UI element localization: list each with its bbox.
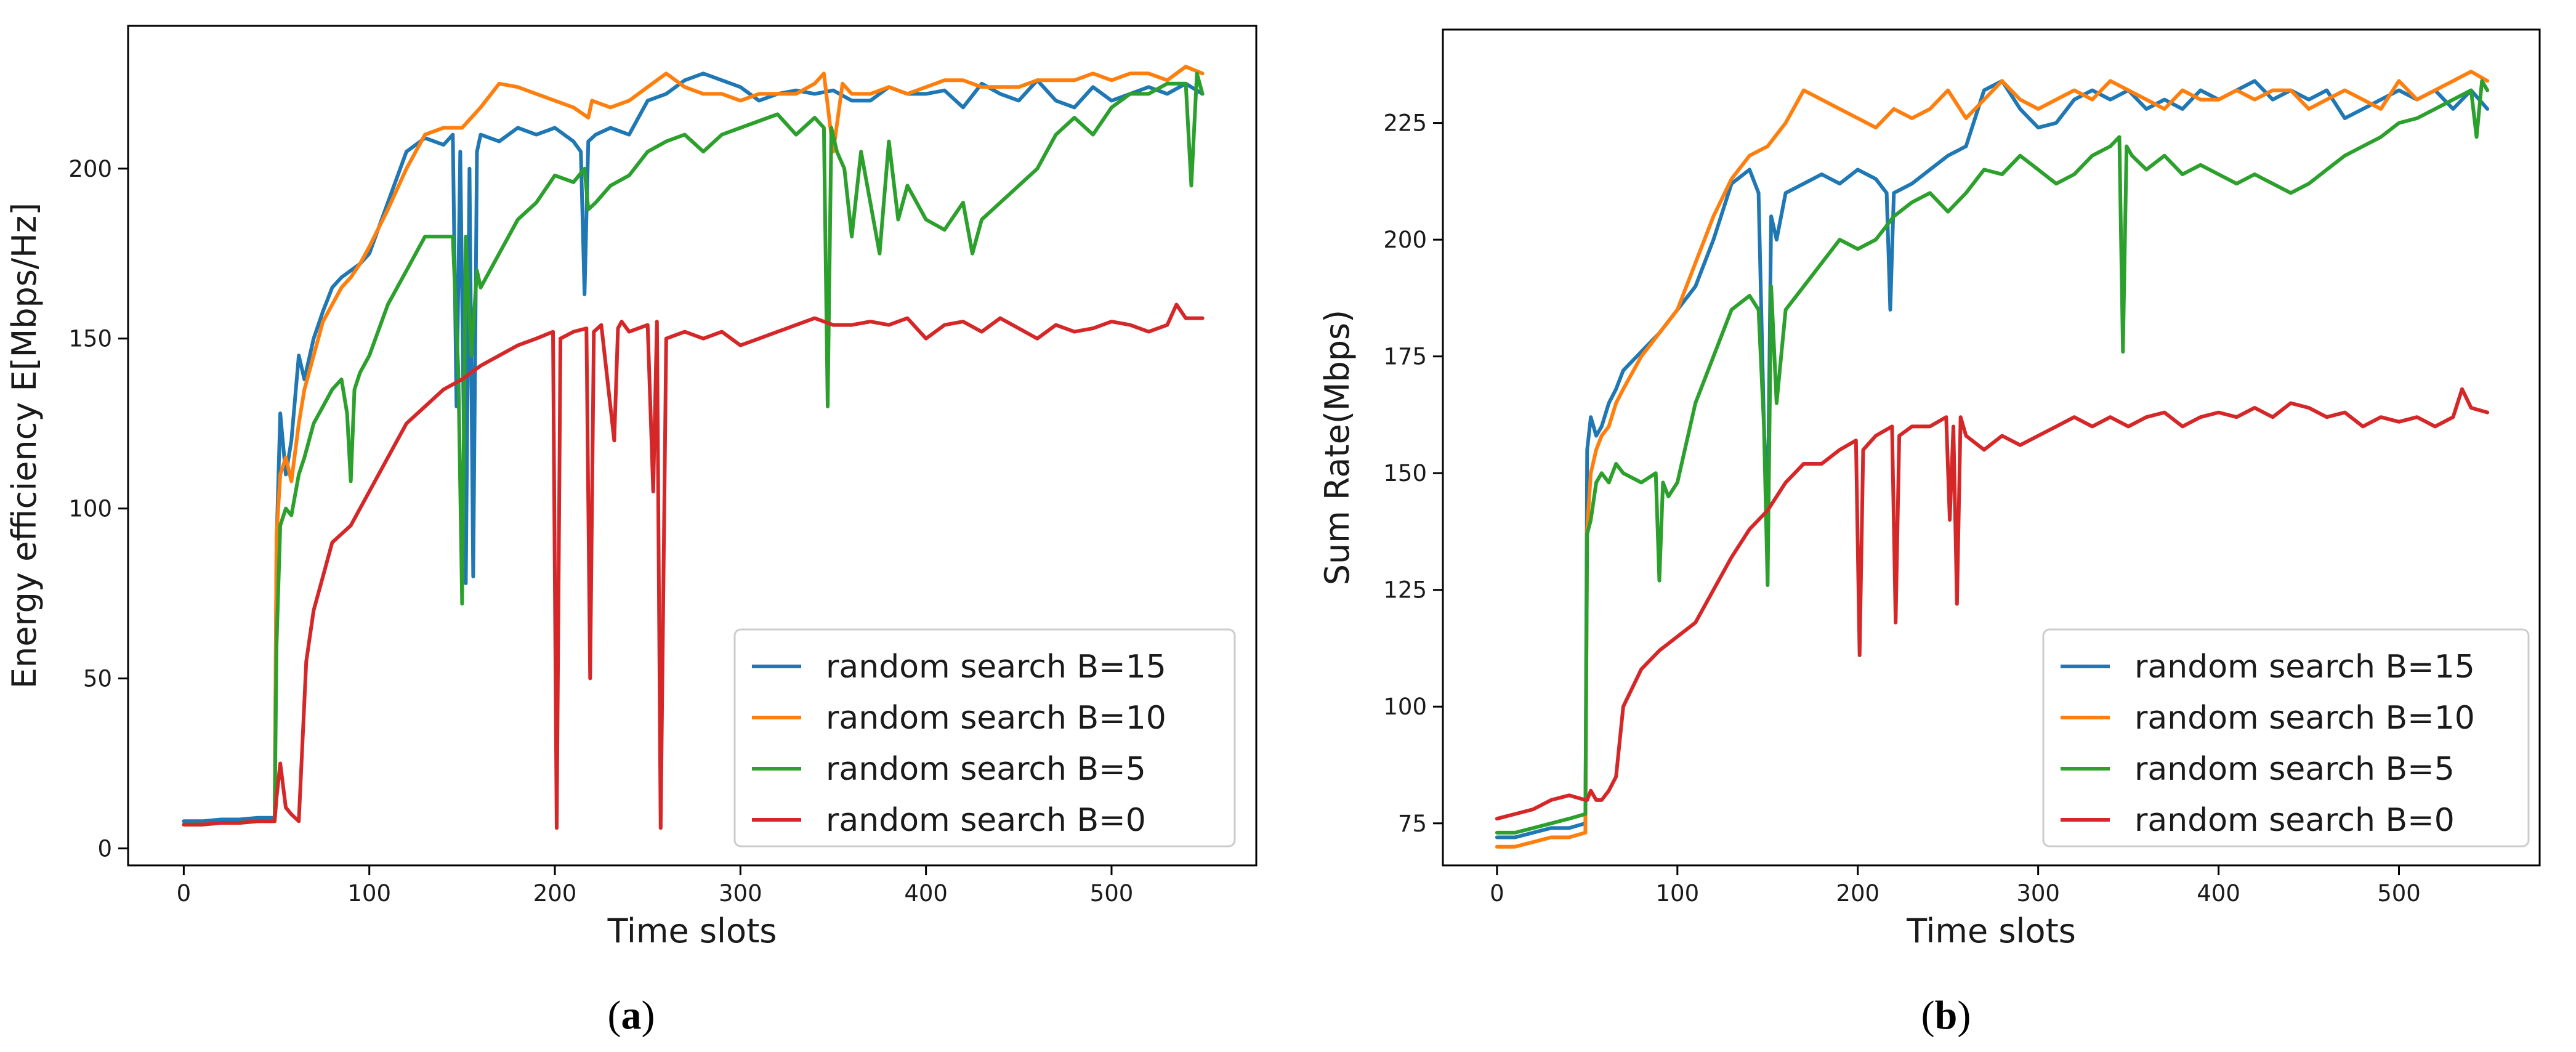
x-tick-label: 500 [1090, 880, 1134, 907]
x-tick-label: 0 [177, 880, 192, 907]
series-line-random-search-b-0 [182, 302, 1205, 830]
series-line-random-search-b-5 [1495, 79, 2490, 835]
y-tick-label: 200 [1383, 227, 1427, 253]
y-tick-label: 150 [1383, 460, 1427, 487]
y-tick-label: 100 [1383, 694, 1427, 720]
axes-frame [1442, 28, 2541, 867]
series-line-random-search-b-0 [1495, 387, 2490, 821]
x-tick-label: 400 [904, 880, 948, 907]
caption-paren-close: ) [1957, 993, 1971, 1038]
y-tick-label: 200 [68, 156, 112, 182]
y-axis-label: Sum Rate(Mbps) [1318, 310, 1357, 586]
legend: random search B=15 random search B=10 rand… [2042, 628, 2530, 848]
x-axis-label: Time slots [607, 912, 777, 950]
caption-paren-close: ) [642, 993, 655, 1038]
y-tick-label: 150 [68, 326, 112, 352]
legend-entry-label: random search B=0 [826, 802, 1146, 839]
panel-caption: (b) [1921, 993, 1971, 1038]
x-tick-label: 100 [347, 880, 391, 907]
series-line-random-search-b-10 [182, 65, 1205, 827]
x-tick-label: 300 [2016, 880, 2060, 907]
caption-paren-open: ( [1921, 993, 1935, 1038]
x-tick-label: 400 [2197, 880, 2240, 907]
legend-entry-label: random search B=10 [2134, 700, 2475, 737]
y-tick-label: 225 [1383, 110, 1427, 137]
y-axis-label: Energy efficiency E[Mbps/Hz] [5, 203, 44, 689]
caption-letter: b [1935, 993, 1958, 1038]
y-tick-label: 125 [1383, 577, 1427, 604]
series-group [1495, 70, 2490, 849]
x-tick-label: 0 [1490, 880, 1504, 907]
series-line-random-search-b-5 [182, 71, 1205, 827]
legend-entry-label: random search B=0 [2134, 802, 2455, 839]
y-tick-label: 100 [68, 496, 112, 522]
legend-box [2042, 628, 2530, 848]
axes-frame [127, 25, 1258, 867]
x-tick-label: 100 [1655, 880, 1699, 907]
legend-box [733, 628, 1236, 848]
legend-entry-label: random search B=10 [826, 700, 1166, 737]
series-line-random-search-b-10 [1495, 70, 2490, 849]
x-tick-label: 200 [1836, 880, 1880, 907]
x-tick-label: 500 [2377, 880, 2421, 907]
legend-entry-label: random search B=5 [2134, 751, 2455, 788]
legend-entry-label: random search B=15 [826, 649, 1166, 686]
x-tick-label: 200 [533, 880, 577, 907]
y-tick-label: 50 [83, 665, 112, 692]
y-tick-label: 0 [97, 835, 112, 862]
x-axis-label: Time slots [1906, 912, 2076, 950]
series-group [182, 65, 1205, 830]
legend-entry-label: random search B=15 [2134, 649, 2475, 686]
legend-entry-label: random search B=5 [826, 751, 1146, 788]
legend: random search B=15 random search B=10 rand… [733, 628, 1236, 848]
y-tick-label: 75 [1398, 811, 1427, 837]
panel-caption: (a) [608, 993, 655, 1038]
y-tick-label: 175 [1383, 344, 1427, 370]
series-line-random-search-b-15 [182, 71, 1205, 823]
x-tick-label: 300 [719, 880, 762, 907]
chart-panel-a: 0 100 200 300 400 500 0 50 100 150 200 Time slots En… [5, 25, 1258, 1038]
caption-letter: a [621, 993, 642, 1038]
chart-panel-b: 0 100 200 300 400 500 75 100 125 150 175 200 225 Time… [1318, 28, 2541, 1038]
caption-paren-open: ( [608, 993, 621, 1038]
